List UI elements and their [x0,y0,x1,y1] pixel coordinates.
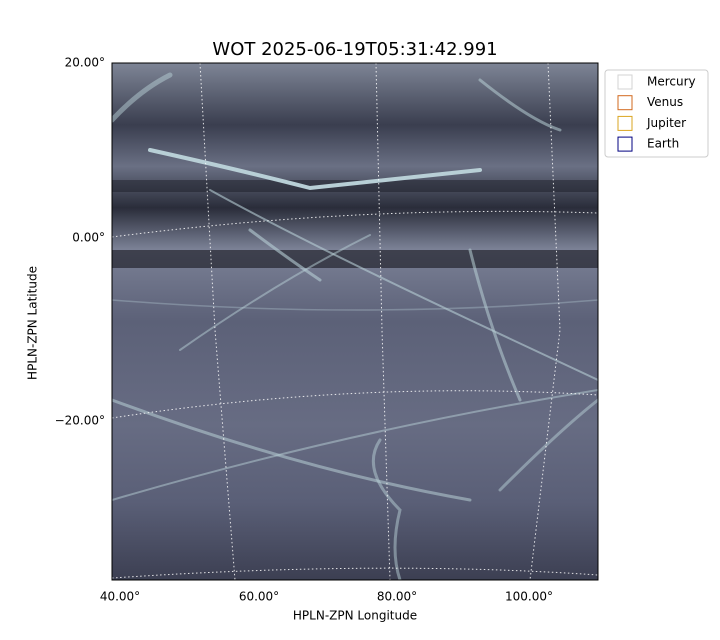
chart-title: WOT 2025-06-19T05:31:42.991 [212,39,497,60]
x-tick-label: 100.00° [505,590,553,604]
legend-swatch [617,115,633,131]
legend-swatch [617,136,633,152]
y-tick-label: 20.00° [65,56,105,70]
x-tick-label: 80.00° [377,590,417,604]
legend-label: Earth [647,137,679,151]
y-axis-label: HPLN-ZPN Latitude [26,266,40,380]
legend-items: Mercury Venus Jupiter Earth [617,74,696,152]
legend-label: Venus [647,95,683,109]
axes-frame [111,62,599,581]
image [112,63,598,580]
x-tick-label: 40.00° [100,590,140,604]
legend [604,69,709,158]
y-tick-label: −20.00° [55,414,105,428]
legend-swatch [617,74,633,90]
x-axis-label: HPLN-ZPN Longitude [293,609,417,623]
legend-label: Mercury [647,75,696,89]
y-tick-label: 0.00° [72,231,105,245]
legend-swatch [617,95,633,111]
x-tick-label: 60.00° [239,590,279,604]
legend-label: Jupiter [646,116,686,130]
